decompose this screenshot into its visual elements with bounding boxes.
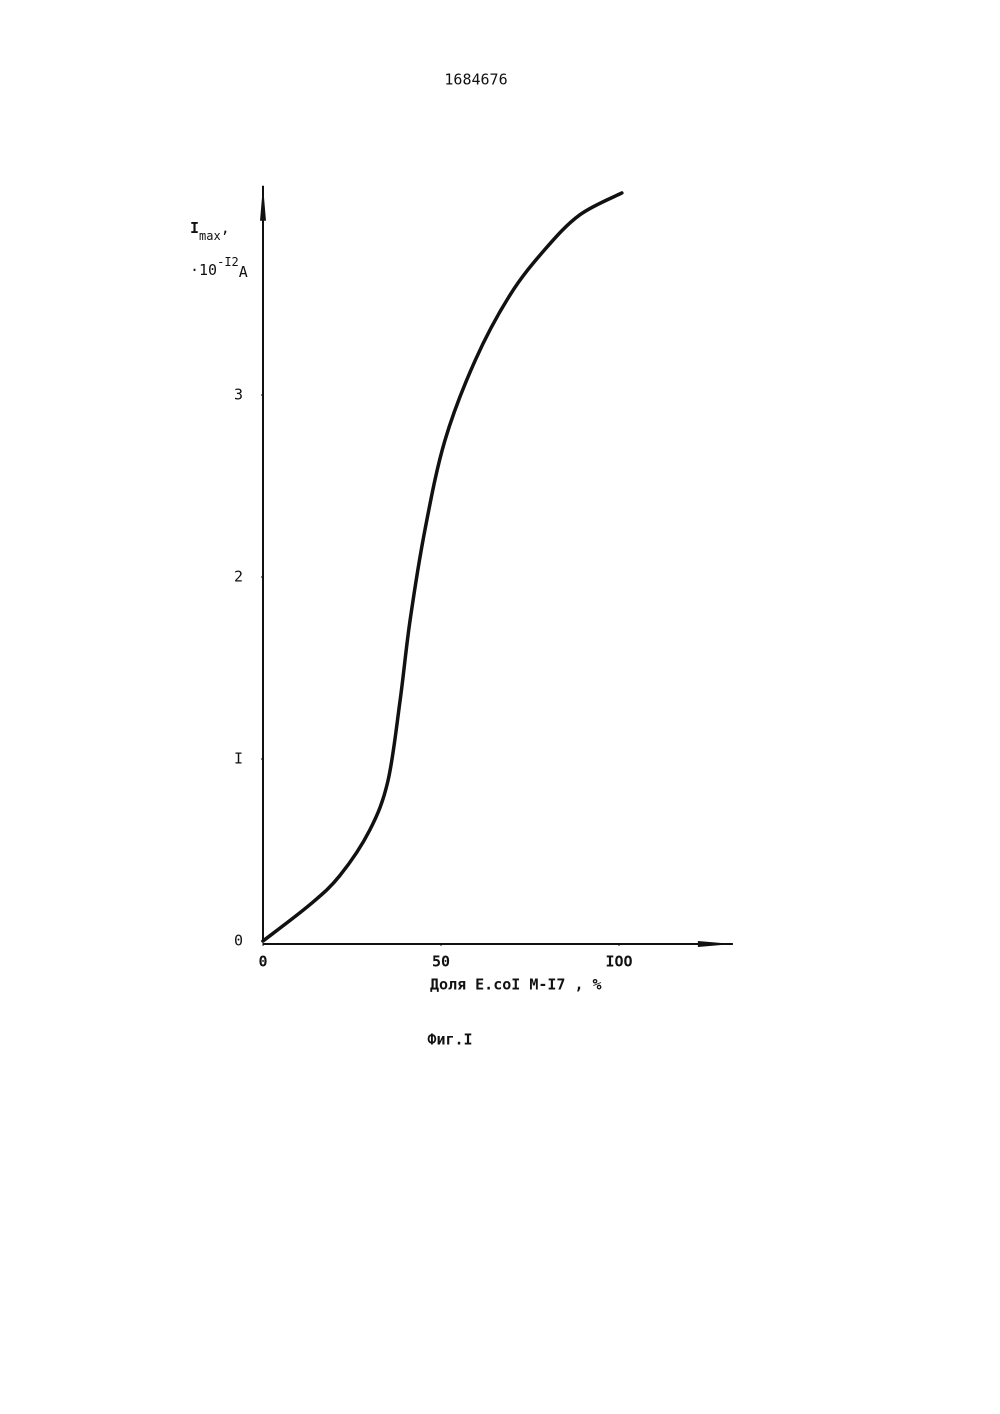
x-axis-label: Доля E.coI M-I7 , % [430,976,602,994]
curve [263,193,622,941]
y-axis-label: Imax, [190,219,230,243]
x-tick-label: 50 [432,953,450,971]
y-label-main: I [190,219,199,237]
y-tick-label: 2 [234,568,243,586]
y-tick-label: I [234,750,243,768]
caption: Фиг.I [427,1031,472,1049]
y-label-base: ·10 [190,261,217,279]
chart: 1684676 Imax, ·10-I2A Доля E.coI M-I7 , … [0,0,1000,1414]
y-label-sub: max [199,229,221,243]
y-tick-label: 3 [234,386,243,404]
y-label-sup: -I2 [217,255,239,269]
page-number: 1684676 [444,71,507,89]
x-tick-label: 0 [258,953,267,971]
y-label-comma: , [221,219,230,237]
x-axis-arrow [698,941,733,947]
y-axis-unit: ·10-I2A [190,255,248,281]
y-tick-label: 0 [234,932,243,950]
x-tick-label: IOO [605,953,632,971]
y-axis-arrow [260,186,266,221]
y-label-unit: A [239,263,248,281]
